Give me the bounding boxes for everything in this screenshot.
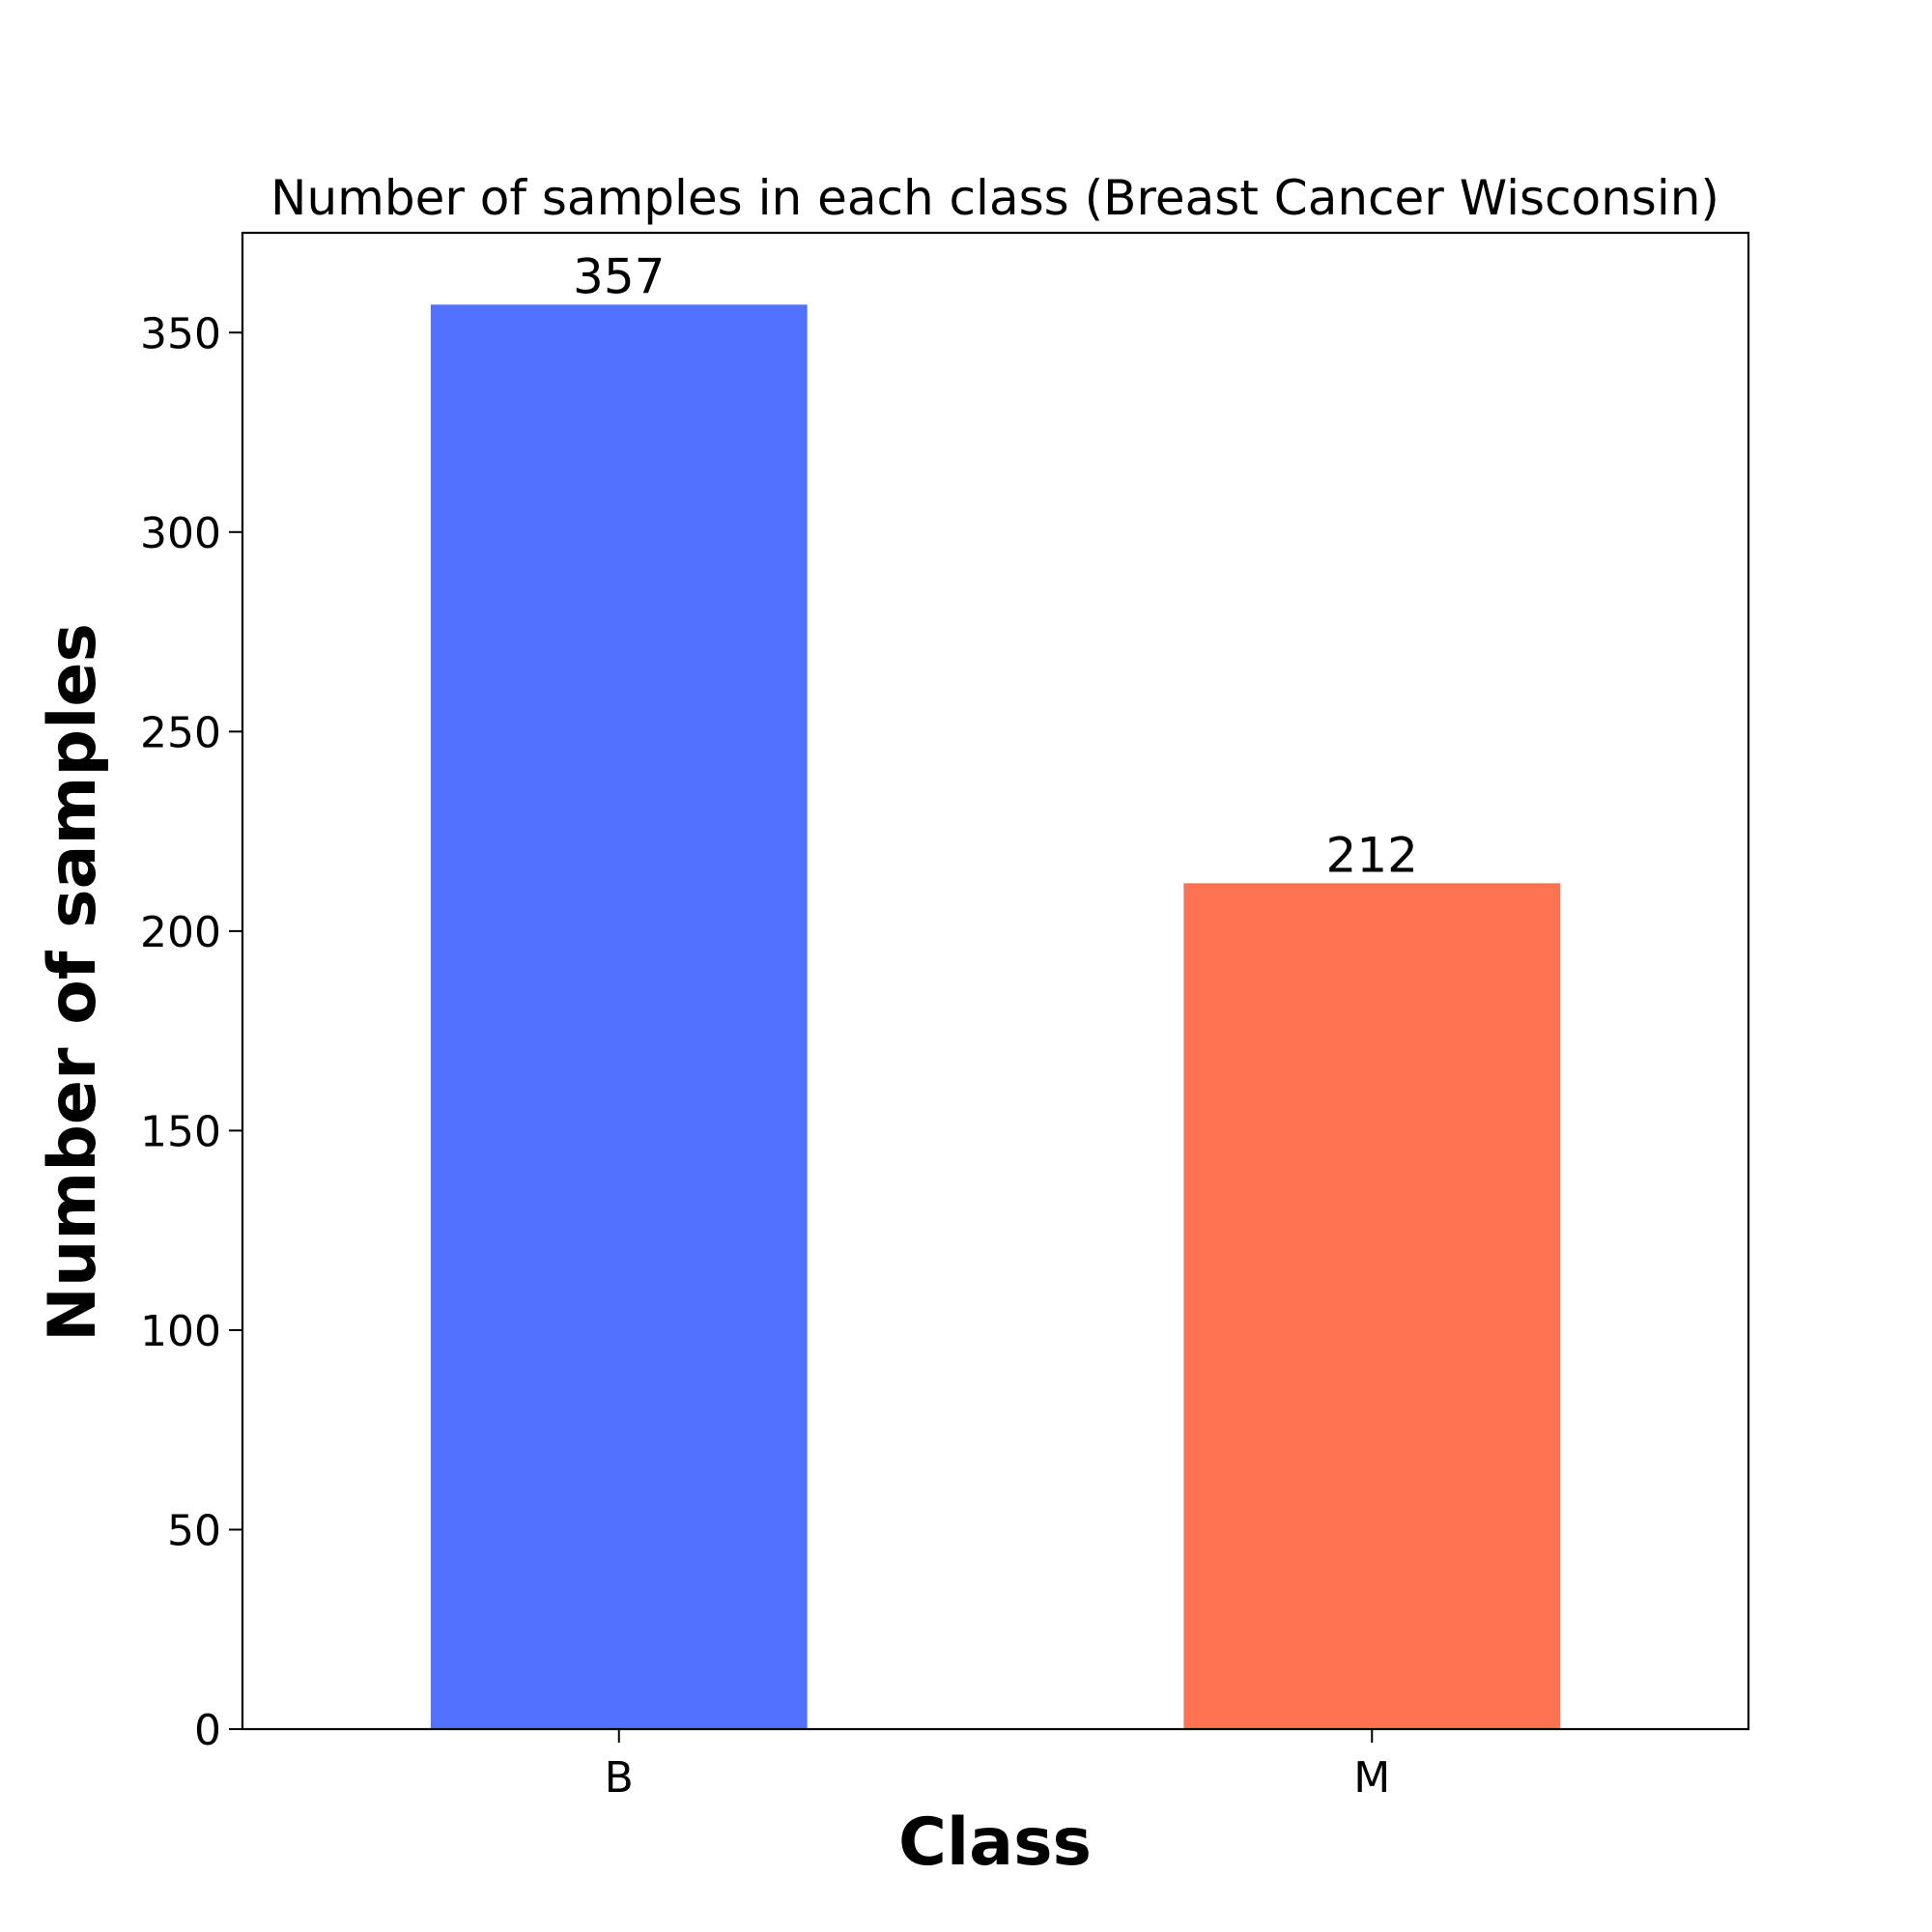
bar-m xyxy=(1183,883,1561,1729)
y-tick-label-350: 350 xyxy=(140,309,221,358)
y-tick-label-300: 300 xyxy=(140,509,221,558)
data-label-b: 357 xyxy=(573,248,665,304)
y-axis-label: Number of samples xyxy=(35,623,111,1342)
x-tick-label-b: B xyxy=(605,1753,634,1803)
bars-group: 357 212 xyxy=(430,248,1561,1729)
y-axis: 0 50 100 150 200 250 300 350 xyxy=(140,309,242,1755)
bar-b xyxy=(430,304,808,1729)
y-tick-label-50: 50 xyxy=(167,1506,221,1555)
data-label-m: 212 xyxy=(1326,827,1418,883)
plot-frame xyxy=(241,231,1750,1731)
y-tick-label-200: 200 xyxy=(140,908,221,957)
y-tick-label-0: 0 xyxy=(194,1706,221,1755)
y-tick-label-100: 100 xyxy=(140,1307,221,1356)
y-tick-label-150: 150 xyxy=(140,1107,221,1156)
x-tick-label-m: M xyxy=(1353,1753,1390,1803)
x-axis-label: Class xyxy=(898,1804,1092,1881)
y-tick-label-250: 250 xyxy=(140,708,221,757)
chart-title: Number of samples in each class (Breast … xyxy=(270,170,1719,226)
